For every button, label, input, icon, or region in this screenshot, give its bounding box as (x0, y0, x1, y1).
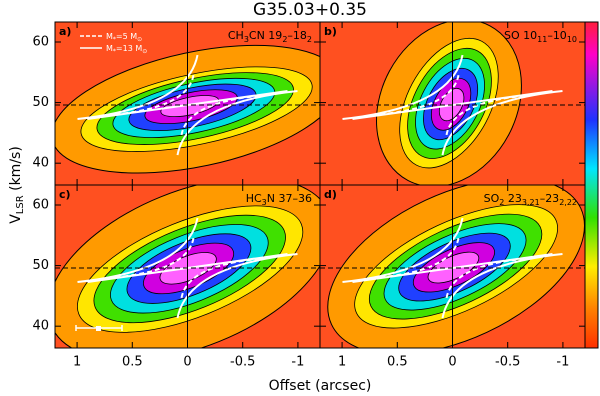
text-part: –10 (547, 29, 567, 42)
line-label: HC3N 37–36 (246, 192, 312, 207)
color-bar (584, 21, 599, 349)
subscript: * (113, 36, 116, 43)
y-tick-label: 60 (32, 197, 49, 212)
subscript: 3 (244, 35, 249, 44)
panel (320, 22, 585, 185)
text-part: –18 (287, 29, 307, 42)
subscript: ⊙ (142, 48, 147, 55)
text-part: M (106, 44, 113, 53)
subscript: 2 (307, 35, 312, 44)
panel-label: b) (324, 25, 337, 38)
x-tick-label: 0.5 (387, 355, 408, 370)
line-label: SO2 233,21–232,22 (484, 192, 577, 207)
x-tick-label: 1 (338, 355, 346, 370)
panel (55, 185, 320, 348)
line-label: CH3CN 192–182 (228, 29, 312, 44)
x-tick-label: 1 (73, 355, 81, 370)
text-part: M (106, 32, 113, 41)
text-part: HC (246, 192, 262, 205)
x-tick-label: -1 (556, 355, 569, 370)
title: G35.03+0.35 (253, 0, 367, 20)
text-part: 23 (504, 192, 522, 205)
panel-label: a) (59, 25, 71, 38)
subscript: * (113, 48, 116, 55)
subscript: 3 (262, 198, 267, 207)
panel (55, 22, 320, 185)
panel-label: d) (324, 188, 337, 201)
y-label: VLSR (km/s) (8, 146, 26, 224)
subscript: 2,22 (559, 198, 577, 207)
subscript: ⊙ (137, 36, 142, 43)
x-tick-label: -0.5 (495, 355, 520, 370)
subscript: 3,21 (522, 198, 540, 207)
panel-label: c) (59, 188, 71, 201)
subscript: 10 (567, 35, 577, 44)
y-tick-label: 40 (32, 319, 49, 334)
subscript: 11 (537, 35, 547, 44)
x-tick-label: -0.5 (230, 355, 255, 370)
error-bar-center (96, 326, 101, 331)
x-tick-label: 0 (183, 355, 191, 370)
y-tick-label: 50 (32, 258, 49, 273)
text-part: CN 19 (249, 29, 282, 42)
x-tick-label: -1 (291, 355, 304, 370)
text-part: =5 M (116, 32, 137, 41)
text-part: CH (228, 29, 244, 42)
subscript: 2 (282, 35, 287, 44)
y-tick-label: 50 (32, 95, 49, 110)
x-label: Offset (arcsec) (269, 378, 372, 394)
text-part: SO 10 (504, 29, 537, 42)
legend-label: M*=13 M⊙ (106, 44, 147, 55)
text-part: SO (484, 192, 500, 205)
panel (320, 185, 585, 348)
line-label: SO 1011–1010 (504, 29, 577, 44)
text-part: =13 M (116, 44, 142, 53)
legend-label: M*=5 M⊙ (106, 32, 142, 43)
text-part: N 37–36 (267, 192, 312, 205)
text-part: –23 (540, 192, 560, 205)
y-tick-label: 60 (32, 34, 49, 49)
y-tick-label: 40 (32, 156, 49, 171)
subscript: 2 (499, 198, 504, 207)
x-tick-label: 0.5 (122, 355, 143, 370)
x-tick-label: 0 (448, 355, 456, 370)
